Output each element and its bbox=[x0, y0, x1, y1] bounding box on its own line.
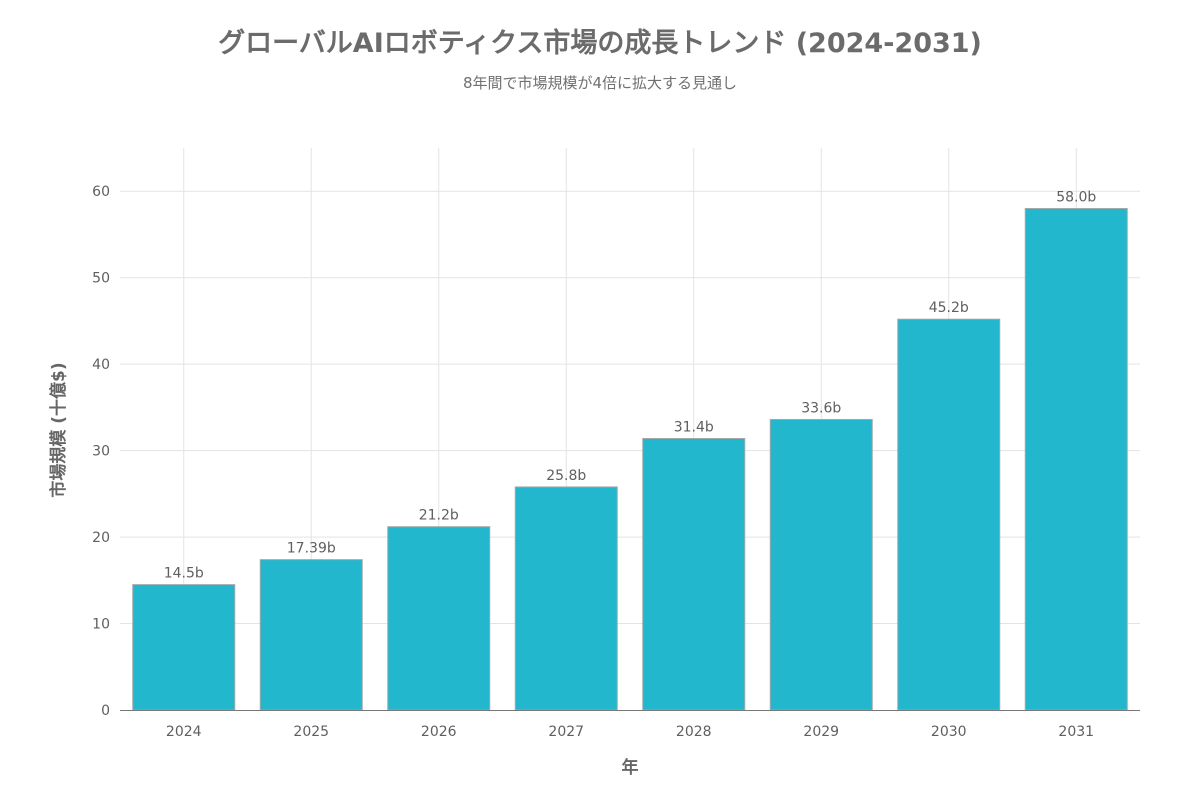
y-tick-label: 0 bbox=[101, 703, 110, 719]
bar-data-label: 58.0b bbox=[1056, 190, 1096, 206]
x-tick-label: 2028 bbox=[676, 724, 712, 740]
y-axis-title: 市場規模 (十億$) bbox=[48, 362, 69, 497]
bar-2028[interactable] bbox=[642, 438, 746, 711]
data-labels: 14.5b 17.39b 21.2b 25.8b 31.4b 33.6b 45.2b 58.0… bbox=[164, 190, 1097, 582]
bar-2029[interactable] bbox=[769, 418, 873, 711]
x-tick-label: 2029 bbox=[803, 724, 839, 740]
x-tick-label: 2026 bbox=[421, 724, 457, 740]
bar-data-label: 45.2b bbox=[929, 300, 969, 316]
x-tick-label: 2024 bbox=[166, 724, 202, 740]
x-axis-title: 年 bbox=[622, 757, 639, 778]
x-axis-ticks: 2024 2025 2026 2027 2028 2029 2030 2031 bbox=[166, 724, 1094, 740]
y-tick-label: 50 bbox=[92, 271, 110, 287]
y-axis-ticks: 0 10 20 30 40 50 60 bbox=[92, 184, 110, 719]
bars bbox=[132, 208, 1128, 711]
chart-subtitle: 8年間で市場規模が4倍に拡大する見通し bbox=[463, 74, 737, 92]
bar-2030[interactable] bbox=[897, 318, 1001, 711]
bar-data-label: 17.39b bbox=[287, 541, 336, 557]
y-tick-label: 40 bbox=[92, 357, 110, 373]
x-tick-label: 2027 bbox=[548, 724, 584, 740]
bar-data-label: 25.8b bbox=[546, 468, 586, 484]
y-tick-label: 60 bbox=[92, 184, 110, 200]
bar-2031[interactable] bbox=[1024, 208, 1128, 711]
bar-data-label: 14.5b bbox=[164, 566, 204, 582]
bar-2027[interactable] bbox=[514, 486, 618, 711]
bar-2024[interactable] bbox=[132, 584, 236, 711]
bar-2026[interactable] bbox=[387, 526, 491, 711]
bar-2025[interactable] bbox=[259, 559, 363, 711]
bar-data-label: 31.4b bbox=[674, 420, 714, 436]
x-tick-label: 2031 bbox=[1058, 724, 1094, 740]
bar-data-label: 21.2b bbox=[419, 508, 459, 524]
chart-title: グローバルAIロボティクス市場の成長トレンド (2024-2031) bbox=[218, 27, 982, 59]
x-tick-label: 2025 bbox=[293, 724, 329, 740]
bar-data-label: 33.6b bbox=[801, 400, 841, 416]
y-tick-label: 20 bbox=[92, 530, 110, 546]
x-tick-label: 2030 bbox=[931, 724, 967, 740]
y-tick-label: 10 bbox=[92, 617, 110, 633]
y-tick-label: 30 bbox=[92, 444, 110, 460]
